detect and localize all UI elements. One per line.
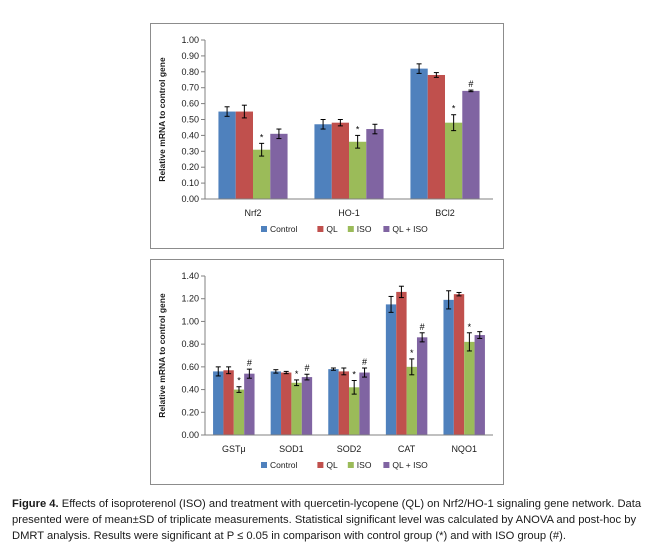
y-tick-label: 0.70 bbox=[181, 83, 199, 93]
x-tick-label: NQO1 bbox=[451, 444, 477, 454]
bar-iso bbox=[253, 149, 271, 199]
significance-mark: * bbox=[356, 124, 360, 134]
legend-swatch bbox=[317, 462, 324, 468]
bar-control bbox=[314, 124, 332, 199]
bar-ql bbox=[331, 122, 349, 199]
legend-swatch bbox=[317, 226, 324, 232]
y-tick-label: 0.00 bbox=[181, 430, 199, 440]
y-tick-label: 0.20 bbox=[181, 407, 199, 417]
bar-iso bbox=[406, 366, 417, 435]
bar-ql bbox=[396, 291, 407, 435]
x-tick-label: Nrf2 bbox=[244, 208, 261, 218]
y-tick-label: 0.80 bbox=[181, 339, 199, 349]
significance-mark: * bbox=[237, 376, 241, 386]
legend-label: Control bbox=[270, 460, 298, 470]
legend-swatch bbox=[261, 462, 267, 468]
x-tick-label: SOD2 bbox=[337, 444, 362, 454]
legend-label: QL + ISO bbox=[392, 460, 428, 470]
bar-ql-iso bbox=[474, 335, 485, 435]
bar-ql-iso bbox=[462, 90, 480, 199]
y-tick-label: 0.60 bbox=[181, 99, 199, 109]
bar-ql bbox=[235, 111, 253, 199]
significance-mark: # bbox=[247, 358, 252, 368]
x-tick-label: CAT bbox=[398, 444, 416, 454]
bar-control bbox=[328, 369, 339, 435]
chart-panel-1: 0.00 0.10 0.20 0.30 0.40 0.50 0.60 0.70 0.80 0.90… bbox=[150, 23, 504, 249]
chart-2: 0.00 0.20 0.40 0.60 0.80 1.00 1.20 1.40 Relative… bbox=[157, 271, 493, 470]
bar-ql bbox=[223, 370, 234, 435]
x-tick-label: HO-1 bbox=[338, 208, 360, 218]
y-axis-label: Relative mRNA to control gene bbox=[157, 293, 167, 418]
y-tick-label: 0.60 bbox=[181, 362, 199, 372]
y-tick-label: 1.40 bbox=[181, 271, 199, 281]
bar-ql bbox=[338, 371, 349, 435]
bar-control bbox=[218, 111, 236, 199]
bar-ql-iso bbox=[416, 337, 428, 435]
bar-ql bbox=[281, 372, 292, 435]
y-tick-label: 0.10 bbox=[181, 178, 199, 188]
y-tick-label: 0.80 bbox=[181, 67, 199, 77]
bar-ql bbox=[427, 74, 445, 199]
y-tick-label: 1.00 bbox=[181, 35, 199, 45]
bar-control bbox=[213, 371, 224, 435]
y-tick-label: 0.20 bbox=[181, 162, 199, 172]
bar-iso bbox=[445, 122, 463, 199]
bar-ql-iso bbox=[359, 372, 370, 435]
bar-iso bbox=[291, 382, 302, 435]
y-tick-label: 0.50 bbox=[181, 115, 199, 125]
y-tick-label: 0.30 bbox=[181, 146, 199, 156]
legend-label: QL + ISO bbox=[392, 224, 428, 234]
figure-caption-label: Figure 4. bbox=[12, 498, 59, 510]
significance-mark: * bbox=[295, 369, 299, 379]
y-tick-label: 0.40 bbox=[181, 385, 199, 395]
figure-caption-text: Effects of isoproterenol (ISO) and treat… bbox=[12, 498, 642, 542]
bar-ql-iso bbox=[270, 133, 288, 199]
legend-swatch bbox=[383, 226, 390, 232]
legend-swatch bbox=[261, 226, 267, 232]
bar-iso bbox=[349, 141, 367, 199]
y-tick-label: 1.20 bbox=[181, 294, 199, 304]
legend-label: ISO bbox=[357, 224, 372, 234]
legend-label: QL bbox=[326, 460, 338, 470]
significance-mark: * bbox=[452, 104, 456, 114]
x-tick-label: BCl2 bbox=[435, 208, 455, 218]
chart-1: 0.00 0.10 0.20 0.30 0.40 0.50 0.60 0.70 0.80 0.90… bbox=[157, 35, 493, 234]
bar-control bbox=[410, 68, 428, 199]
bar-control bbox=[270, 371, 282, 435]
significance-mark: # bbox=[468, 79, 473, 89]
significance-mark: * bbox=[352, 369, 356, 379]
y-tick-label: 0.40 bbox=[181, 130, 199, 140]
legend-swatch bbox=[383, 462, 390, 468]
y-tick-label: 0.00 bbox=[181, 194, 199, 204]
y-tick-label: 1.00 bbox=[181, 316, 199, 326]
x-tick-label: SOD1 bbox=[279, 444, 304, 454]
legend-swatch bbox=[347, 226, 354, 232]
bar-iso bbox=[233, 389, 245, 435]
bar-control bbox=[443, 299, 454, 435]
significance-mark: * bbox=[410, 348, 414, 358]
significance-mark: * bbox=[468, 322, 472, 332]
chart-panel-2: 0.00 0.20 0.40 0.60 0.80 1.00 1.20 1.40 Relative… bbox=[150, 259, 504, 485]
x-tick-label: GSTμ bbox=[222, 444, 246, 454]
significance-mark: # bbox=[420, 322, 425, 332]
significance-mark: # bbox=[304, 363, 309, 373]
bar-ql-iso bbox=[244, 373, 255, 435]
y-tick-label: 0.90 bbox=[181, 51, 199, 61]
figure-caption: Figure 4. Effects of isoproterenol (ISO)… bbox=[12, 496, 648, 544]
bar-ql-iso bbox=[366, 129, 384, 199]
bar-control bbox=[385, 304, 397, 435]
bar-iso bbox=[464, 341, 475, 435]
significance-mark: * bbox=[260, 132, 264, 142]
legend-label: Control bbox=[270, 224, 298, 234]
significance-mark: # bbox=[362, 357, 367, 367]
legend-label: ISO bbox=[357, 460, 372, 470]
bar-ql bbox=[453, 294, 465, 435]
y-axis-label: Relative mRNA to control gene bbox=[157, 57, 167, 182]
legend-label: QL bbox=[326, 224, 338, 234]
bar-iso bbox=[349, 387, 360, 435]
bar-ql-iso bbox=[301, 377, 313, 435]
legend-swatch bbox=[347, 462, 354, 468]
